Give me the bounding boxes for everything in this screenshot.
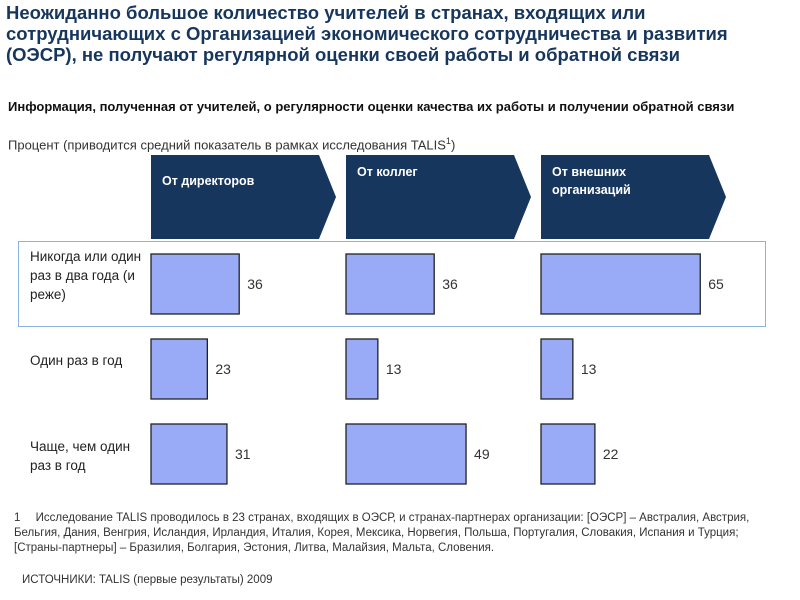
- series-header-shape: [541, 155, 726, 239]
- note-footnote-marker: 1: [445, 136, 451, 146]
- data-label-s0-c1: 23: [215, 361, 231, 377]
- category-label-1: Один раз в год: [30, 353, 123, 368]
- bar-s2-c2: [540, 423, 596, 485]
- data-label-s1-c2: 49: [474, 446, 490, 462]
- data-label-s2-c0: 65: [708, 276, 724, 292]
- bar-s0-c0: [150, 253, 240, 315]
- note-close: ): [450, 137, 456, 153]
- series-name-2: От внешних организаций: [552, 165, 631, 197]
- page-title: Неожиданно большое количество учителей в…: [6, 2, 728, 65]
- footnote: 1 Исследование TALIS проводилось в 23 ст…: [14, 511, 774, 556]
- bar-s1-c1: [345, 338, 379, 400]
- data-label-s2-c1: 13: [581, 361, 597, 377]
- series-header-0: От директоров: [151, 155, 336, 239]
- series-header-1: От коллег: [346, 155, 531, 239]
- highlight-frame: [18, 241, 766, 327]
- data-label-s1-c0: 36: [442, 276, 458, 292]
- chart-subtitle: Информация, полученная от учителей, о ре…: [8, 99, 735, 114]
- sources: ИСТОЧНИКИ: TALIS (первые результаты) 200…: [22, 574, 273, 586]
- series-name-0: От директоров: [162, 174, 255, 188]
- series-header-shape: [346, 155, 531, 239]
- data-label-s0-c2: 31: [235, 446, 251, 462]
- bar-s2-c0: [540, 253, 701, 315]
- bar-s0-c1: [150, 338, 208, 400]
- bar-s0-c2: [150, 423, 228, 485]
- bar-s1-c2: [345, 423, 467, 485]
- chart-note: Процент (приводится средний показатель в…: [8, 133, 455, 153]
- category-label-0: Никогда или один раз в два года (и реже): [30, 249, 142, 302]
- series-header-2: От внешних организаций: [541, 155, 726, 239]
- footnote-marker: 1: [14, 512, 21, 524]
- bar-s1-c0: [345, 253, 435, 315]
- data-label-s1-c1: 13: [386, 361, 402, 377]
- footnote-text: Исследование TALIS проводилось в 23 стра…: [14, 512, 750, 554]
- data-label-s2-c2: 22: [603, 446, 619, 462]
- data-label-s0-c0: 36: [247, 276, 263, 292]
- category-label-2: Чаще, чем один раз в год: [30, 439, 131, 473]
- series-name-1: От коллег: [357, 165, 418, 179]
- bar-s2-c1: [540, 338, 574, 400]
- series-header-shape: [151, 155, 336, 239]
- note-text: Процент (приводится средний показатель в…: [8, 137, 446, 153]
